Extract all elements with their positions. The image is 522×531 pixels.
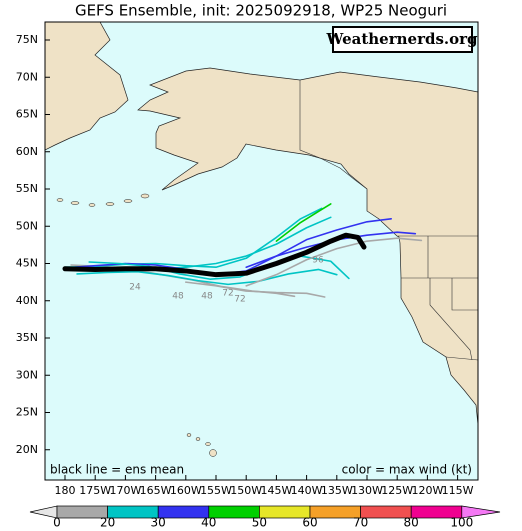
colorbar-label: 60: [302, 516, 317, 530]
member-track: [88, 255, 350, 280]
colorbar-label: 30: [151, 516, 166, 530]
alaska-border: [299, 80, 368, 190]
lat-tick-label: 25N: [16, 406, 38, 419]
lat-tick-label: 55N: [16, 182, 38, 195]
lon-tick-label: 150W: [230, 484, 262, 497]
member-track: [275, 203, 332, 242]
colorbar-label: 80: [404, 516, 419, 530]
lon-tick-label: 155W: [200, 484, 232, 497]
lat-tick-label: 75N: [16, 33, 38, 46]
state-border: [445, 356, 478, 361]
lon-tick-label: 125W: [381, 484, 413, 497]
lon-tick-label: 135W: [321, 484, 353, 497]
lat-tick-label: 40N: [16, 294, 38, 307]
colorbar-label: 50: [252, 516, 267, 530]
state-border: [451, 278, 478, 311]
hour-label: 24: [129, 283, 141, 293]
colorbar-label: 0: [53, 516, 61, 530]
lon-tick-label: 130W: [351, 484, 383, 497]
colorbar-label: 20: [100, 516, 115, 530]
lat-tick-label: 60N: [16, 145, 38, 158]
frame: [44, 21, 479, 481]
mean-track: [62, 232, 367, 278]
state-border: [429, 278, 473, 361]
hour-label: 48: [172, 292, 184, 302]
colorbar-label: 100: [450, 516, 473, 530]
member-track: [245, 237, 423, 287]
lat-tick-label: 35N: [16, 331, 38, 344]
lon-tick-label: 140W: [291, 484, 323, 497]
lat-tick-label: 50N: [16, 219, 38, 232]
legend-right: color = max wind (kt): [342, 463, 472, 477]
colorbar-label: 40: [201, 516, 216, 530]
islands: [56, 193, 217, 457]
russia: [45, 22, 129, 151]
lat-tick-label: 65N: [16, 108, 38, 121]
hour-label: 72: [234, 295, 245, 305]
colorbar-high-end: [461, 505, 501, 519]
lat-tick-label: 45N: [16, 257, 38, 270]
lon-tick-label: 175W: [79, 484, 111, 497]
lon-tick-label: 145W: [260, 484, 292, 497]
colorbar-label: 70: [353, 516, 368, 530]
lat-tick-label: 70N: [16, 70, 38, 83]
legend-left: black line = ens mean: [50, 463, 184, 477]
colorbar: 0 20 30 40 50 60 70 80 100: [29, 505, 501, 530]
hour-label: 72: [222, 289, 233, 299]
lon-tick-label: 165W: [140, 484, 172, 497]
lon-tick-label: 115W: [442, 484, 474, 497]
member-track: [185, 281, 326, 298]
watermark: Weathernerds.org: [325, 30, 478, 48]
lat-tick-label: 30N: [16, 368, 38, 381]
lon-tick-label: 170W: [109, 484, 141, 497]
title: GEFS Ensemble, init: 2025092918, WP25 Ne…: [75, 2, 447, 20]
hour-label: 48: [201, 292, 213, 302]
hour-label: 96: [312, 256, 324, 266]
member-track: [76, 268, 338, 286]
lon-tick-label: 160W: [170, 484, 202, 497]
lon-tick-label: 180: [55, 484, 76, 497]
lat-tick-label: 20N: [16, 443, 38, 456]
lon-tick-label: 120W: [411, 484, 443, 497]
watermark-box: [332, 26, 473, 53]
